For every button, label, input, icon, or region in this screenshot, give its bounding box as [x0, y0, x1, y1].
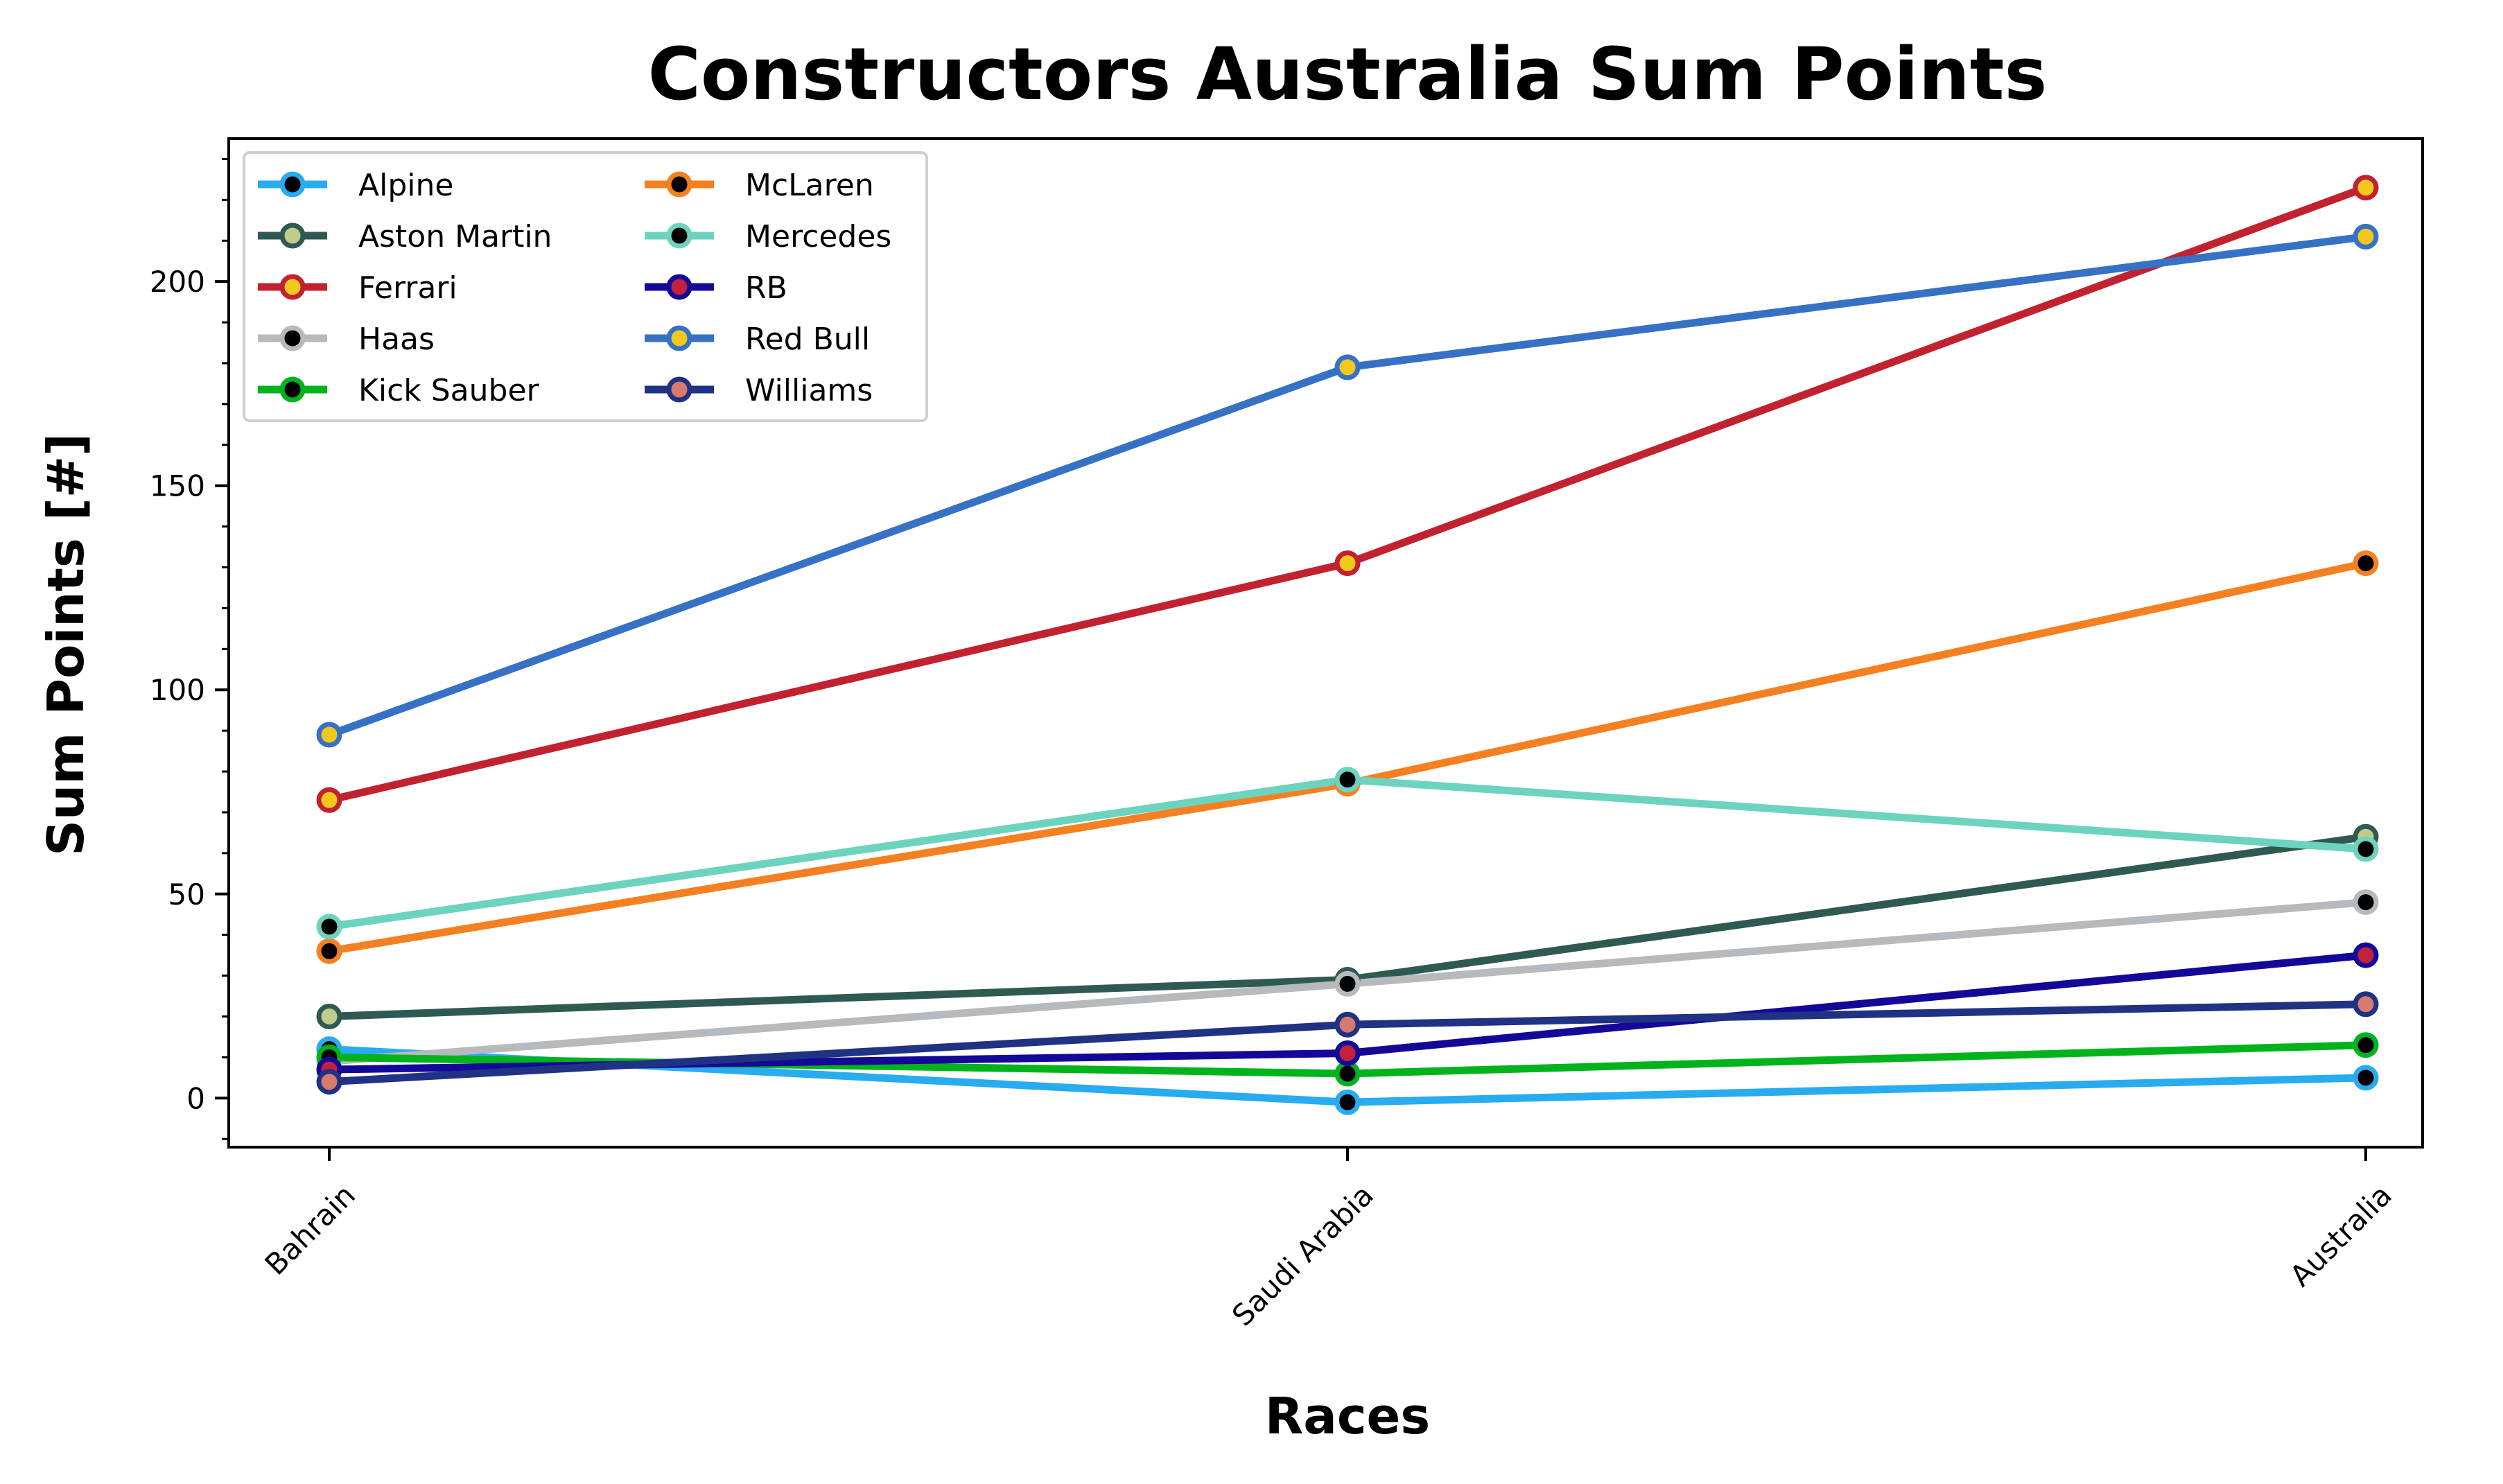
- legend-swatch-marker-kick-sauber: [279, 376, 306, 403]
- legend-label-alpine: Alpine: [358, 168, 453, 203]
- y-tick-label-100: 100: [150, 673, 205, 707]
- data-point-alpine-saudi-arabia: [1334, 1089, 1361, 1115]
- legend-label-ferrari: Ferrari: [358, 270, 457, 306]
- legend-label-mercedes: Mercedes: [745, 219, 891, 254]
- data-point-red-bull-australia: [2353, 223, 2379, 250]
- legend-swatch-marker-haas: [279, 325, 306, 351]
- plot-frame: [227, 137, 2424, 1149]
- data-point-williams-bahrain: [316, 1069, 342, 1095]
- legend-swatch-marker-red-bull: [666, 325, 692, 351]
- legend-label-williams: Williams: [745, 373, 873, 408]
- y-tick-label-50: 50: [168, 878, 205, 911]
- legend-label-kick-sauber: Kick Sauber: [358, 373, 540, 408]
- chart-title: Constructors Australia Sum Points: [648, 32, 2048, 116]
- data-point-red-bull-bahrain: [316, 722, 342, 748]
- legend-swatch-marker-mercedes: [666, 222, 692, 249]
- data-point-williams-saudi-arabia: [1334, 1011, 1361, 1038]
- legend-swatch-marker-rb: [666, 274, 692, 300]
- data-point-mercedes-saudi-arabia: [1334, 767, 1361, 793]
- legend-swatch-marker-mclaren: [666, 171, 692, 198]
- x-axis-label: Races: [1265, 1387, 1430, 1445]
- data-point-rb-australia: [2353, 942, 2379, 968]
- plot-area: [316, 175, 2379, 1115]
- data-point-ferrari-bahrain: [316, 787, 342, 813]
- data-point-ferrari-saudi-arabia: [1334, 550, 1361, 577]
- legend-label-red-bull: Red Bull: [745, 322, 870, 357]
- data-point-mercedes-bahrain: [316, 914, 342, 940]
- legend-swatch-marker-aston-martin: [279, 222, 306, 249]
- data-point-red-bull-saudi-arabia: [1334, 354, 1361, 381]
- legend-label-mclaren: McLaren: [745, 168, 874, 203]
- data-point-williams-australia: [2353, 991, 2379, 1018]
- y-axis-label: Sum Points [#]: [37, 433, 95, 856]
- legend-label-haas: Haas: [358, 322, 435, 357]
- legend-swatch-marker-alpine: [279, 171, 306, 198]
- legend-label-aston-martin: Aston Martin: [358, 219, 552, 254]
- data-point-kick-sauber-saudi-arabia: [1334, 1060, 1361, 1087]
- data-point-haas-australia: [2353, 889, 2379, 916]
- legend-swatch-marker-ferrari: [279, 274, 306, 300]
- legend: Alpine Aston Martin Ferrari Haas Kick Sauber…: [243, 151, 928, 422]
- legend-box: [243, 151, 928, 422]
- legend-swatch-marker-williams: [666, 376, 692, 403]
- data-point-aston-martin-bahrain: [316, 1004, 342, 1029]
- legend-label-rb: RB: [745, 270, 787, 306]
- data-point-haas-saudi-arabia: [1334, 970, 1361, 997]
- data-point-ferrari-australia: [2353, 175, 2379, 201]
- data-point-mercedes-australia: [2353, 836, 2379, 862]
- y-tick-label-150: 150: [150, 469, 205, 503]
- y-tick-label-200: 200: [150, 265, 205, 299]
- data-point-kick-sauber-australia: [2353, 1032, 2379, 1058]
- data-point-alpine-australia: [2353, 1065, 2379, 1091]
- data-point-mclaren-australia: [2353, 550, 2379, 577]
- data-point-rb-saudi-arabia: [1334, 1040, 1361, 1066]
- data-point-mclaren-bahrain: [316, 938, 342, 964]
- y-tick-label-0: 0: [186, 1081, 205, 1115]
